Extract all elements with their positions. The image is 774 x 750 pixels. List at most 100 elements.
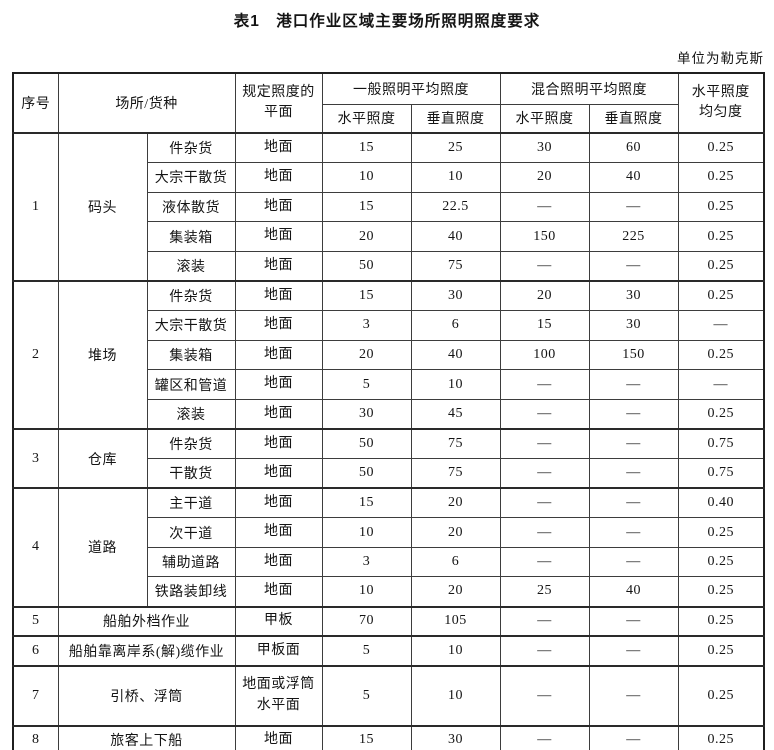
value-general-horizontal: 5 [321, 664, 412, 727]
row-cargo-type: 件杂货 [146, 427, 236, 460]
row-plane: 地面 [234, 398, 323, 430]
value-mixed-vertical: 40 [588, 576, 679, 607]
header-horizontal-uniformity: 水平照度 均匀度 [677, 72, 765, 134]
value-general-horizontal: 15 [321, 279, 412, 312]
table-row: 6 船舶靠离岸系(解)缆作业 甲板面 5 10— —0.25 [12, 635, 765, 667]
value-mixed-horizontal: — [499, 191, 590, 223]
value-uniformity: 0.25 [677, 221, 765, 252]
value-general-horizontal: 50 [321, 250, 412, 282]
header-general-lighting-group: 一般照明平均照度 [321, 72, 501, 105]
value-uniformity: 0.25 [677, 250, 765, 282]
value-mixed-vertical: 225 [588, 221, 679, 252]
value-general-vertical: 22.5 [410, 191, 501, 223]
row-place: 仓库 [57, 427, 148, 489]
value-uniformity: 0.25 [677, 546, 765, 578]
value-general-vertical: 30 [410, 279, 501, 312]
value-uniformity: 0.75 [677, 427, 765, 460]
value-general-horizontal: 10 [321, 517, 412, 548]
row-cargo-type: 滚装 [146, 398, 236, 430]
value-uniformity: 0.25 [677, 605, 765, 637]
value-general-vertical: 40 [410, 221, 501, 252]
row-cargo-type: 件杂货 [146, 279, 236, 312]
value-uniformity: 0.25 [677, 339, 765, 371]
value-general-horizontal: 30 [321, 398, 412, 430]
value-general-horizontal: 20 [321, 339, 412, 371]
table-row: 4 道路 主干道 地面 15 20— —0.40 [12, 487, 765, 608]
value-general-horizontal: 10 [321, 576, 412, 607]
value-mixed-vertical: — [588, 605, 679, 637]
table-row: 干散货 地面 50 75— —0.75 [13, 458, 765, 489]
value-mixed-vertical: 30 [588, 279, 679, 312]
value-mixed-vertical: 40 [588, 162, 679, 193]
table-title: 表1 港口作业区域主要场所照明照度要求 [233, 13, 541, 30]
table-row: 滚装 地面 50 75— —0.25 [13, 250, 765, 282]
row-cargo-type: 集装箱 [146, 339, 236, 371]
value-uniformity: 0.40 [677, 487, 765, 519]
row-cargo-type: 大宗干散货 [146, 310, 236, 341]
table-body: 1 码头 件杂货 地面 15 25 30 60 0.25 大宗干散货 地面 10 10 20 40 0.25 液… [12, 132, 765, 750]
value-mixed-vertical: — [588, 724, 679, 750]
value-general-horizontal: 50 [321, 458, 412, 489]
value-mixed-vertical: — [588, 191, 679, 223]
value-general-vertical: 20 [410, 576, 501, 607]
value-uniformity: 0.25 [677, 576, 765, 607]
row-cargo-type: 集装箱 [146, 221, 236, 252]
value-mixed-horizontal: — [499, 458, 590, 489]
row-seq: 5 [12, 605, 59, 637]
value-general-horizontal: 10 [321, 162, 412, 193]
value-general-vertical: 6 [410, 310, 501, 341]
value-mixed-horizontal: — [499, 724, 590, 750]
header-general-horizontal: 水平照度 [321, 103, 412, 134]
row-seq: 4 [12, 487, 59, 608]
row-place: 码头 [57, 132, 148, 282]
table-row: 铁路装卸线 地面 10 20 25 40 0.25 [13, 576, 765, 607]
row-plane: 地面 [234, 250, 323, 282]
value-general-horizontal: 20 [321, 221, 412, 252]
value-mixed-vertical: — [588, 250, 679, 282]
table-row: 7 引桥、浮筒 地面或浮筒 水平面 5 10— —0.25 [12, 664, 765, 727]
row-seq: 1 [12, 132, 59, 282]
value-mixed-horizontal: 20 [499, 279, 590, 312]
value-general-vertical: 10 [410, 635, 501, 667]
row-place: 引桥、浮筒 [57, 664, 236, 727]
row-seq: 8 [12, 724, 59, 750]
row-cargo-type: 滚装 [146, 250, 236, 282]
value-mixed-horizontal: — [499, 250, 590, 282]
header-seq: 序号 [12, 72, 59, 134]
value-mixed-horizontal: 15 [499, 310, 590, 341]
value-general-horizontal: 70 [321, 605, 412, 637]
value-general-vertical: 105 [410, 605, 501, 637]
value-uniformity: 0.25 [677, 279, 765, 312]
value-general-vertical: 10 [410, 369, 501, 400]
row-plane: 甲板 [234, 605, 323, 637]
value-mixed-horizontal: — [499, 605, 590, 637]
table-row: 集装箱 地面 20 40 100 150 0.25 [13, 339, 765, 371]
table-row: 液体散货 地面 15 22.5— —0.25 [13, 191, 765, 223]
header-specified-plane: 规定照度的 平面 [234, 72, 323, 134]
value-mixed-vertical: — [588, 487, 679, 519]
value-general-vertical: 10 [410, 664, 501, 727]
value-mixed-horizontal: — [499, 398, 590, 430]
table-row: 5 船舶外档作业 甲板 70 105— —0.25 [12, 605, 765, 637]
table-row: 集装箱 地面 20 40 150 225 0.25 [13, 221, 765, 252]
row-cargo-type: 罐区和管道 [146, 369, 236, 400]
value-mixed-horizontal: — [499, 517, 590, 548]
value-general-horizontal: 5 [321, 635, 412, 667]
value-mixed-vertical: — [588, 517, 679, 548]
header-mixed-lighting-group: 混合照明平均照度 [499, 72, 679, 105]
value-general-vertical: 20 [410, 517, 501, 548]
row-seq: 3 [12, 427, 59, 489]
value-general-vertical: 25 [410, 132, 501, 164]
value-general-vertical: 6 [410, 546, 501, 578]
row-plane: 地面 [234, 546, 323, 578]
value-general-horizontal: 15 [321, 132, 412, 164]
value-mixed-vertical: 30 [588, 310, 679, 341]
value-uniformity: 0.25 [677, 162, 765, 193]
row-place: 船舶外档作业 [57, 605, 236, 637]
row-seq: 2 [12, 279, 59, 430]
value-mixed-vertical: — [588, 369, 679, 400]
value-uniformity: 0.25 [677, 517, 765, 548]
row-plane: 地面 [234, 458, 323, 489]
value-uniformity: 0.25 [677, 664, 765, 727]
value-uniformity: — [677, 369, 765, 400]
